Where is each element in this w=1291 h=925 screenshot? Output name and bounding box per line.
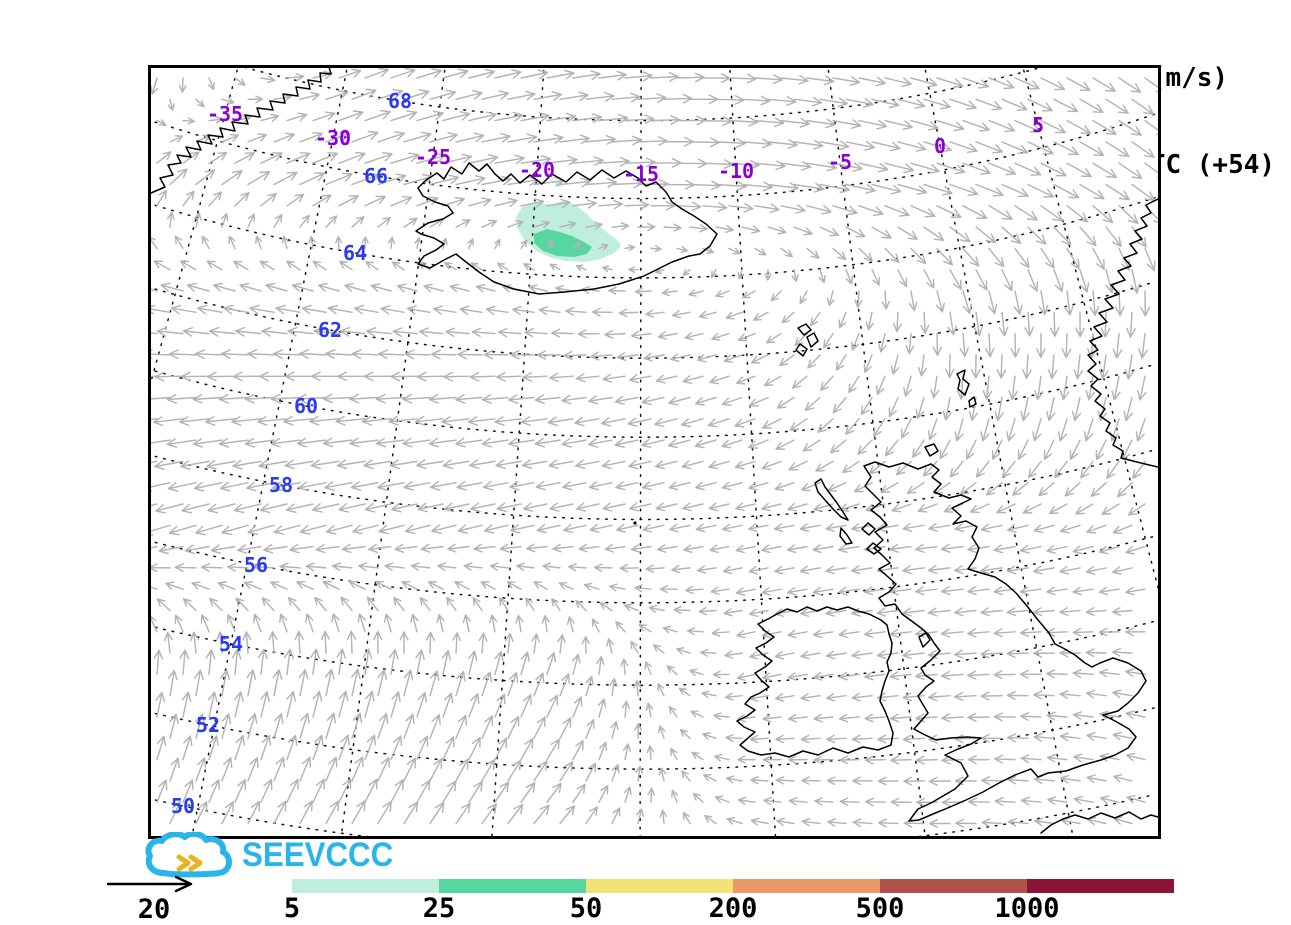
meridian-line xyxy=(1022,68,1158,591)
greenland-coast xyxy=(151,68,332,194)
wind-scale-value: 20 xyxy=(137,894,171,925)
latitude-label: 60 xyxy=(294,394,318,418)
latitude-label: 64 xyxy=(343,241,367,265)
colorbar-label: 1000 xyxy=(994,893,1060,924)
isle-of-man-coast xyxy=(918,632,931,648)
colorbar-segment xyxy=(880,879,1027,893)
rockall-islet xyxy=(633,521,637,525)
faroe-islands-coast xyxy=(797,323,812,336)
iceland-coast xyxy=(415,162,718,295)
forecast-map: 68 66 64 62 60 58 56 54 52 50 -35 -30 -25 -20 -15 -10 -5… xyxy=(148,65,1161,839)
meridian-line xyxy=(491,68,545,836)
latitude-label: 56 xyxy=(244,553,268,577)
parallel-line xyxy=(151,706,1156,770)
longitude-label: -5 xyxy=(828,150,852,174)
latitude-label: 54 xyxy=(219,632,243,656)
shetland-coast xyxy=(968,396,977,408)
longitude-label: -10 xyxy=(718,159,754,183)
parallel-line xyxy=(151,449,1156,521)
faroe-islands-coast xyxy=(795,343,808,357)
longitude-label: 5 xyxy=(1032,113,1044,137)
latitude-label: 58 xyxy=(269,473,293,497)
parallel-line xyxy=(244,68,1042,122)
parallel-line xyxy=(151,197,1156,279)
latitude-label: 66 xyxy=(364,164,388,188)
meridian-line xyxy=(340,68,446,836)
orkney-coast xyxy=(924,443,939,457)
parallel-line xyxy=(151,793,1156,836)
longitude-label: -35 xyxy=(207,102,243,126)
colorbar-segment xyxy=(439,879,586,893)
cloud-icon xyxy=(145,832,232,878)
shetland-coast xyxy=(956,369,970,396)
latitude-label: 68 xyxy=(388,89,412,113)
wind-arrow-field xyxy=(151,68,1158,829)
latitude-label: 62 xyxy=(318,318,342,342)
latitude-label: 52 xyxy=(196,713,220,737)
dust-patch-core xyxy=(534,229,592,257)
meridian-line xyxy=(924,68,1074,836)
longitude-label: -25 xyxy=(415,145,451,169)
skye-coast xyxy=(866,542,882,555)
meridian-line xyxy=(191,68,348,836)
meridian-line xyxy=(729,68,777,836)
colorbar-segment xyxy=(733,879,880,893)
great-britain-coast xyxy=(863,461,1147,822)
wind-scale-legend: 20 xyxy=(104,872,224,925)
ireland-coast xyxy=(736,606,894,758)
latitude-label: 50 xyxy=(171,794,195,818)
parallel-line xyxy=(151,281,1156,359)
meridian-line xyxy=(639,68,642,836)
hebrides-coast xyxy=(814,478,849,521)
logo-text: SEEVCCC xyxy=(242,835,394,874)
parallel-line xyxy=(151,363,1156,438)
colorbar-label: 200 xyxy=(708,893,758,924)
colorbar-segment xyxy=(1027,879,1174,893)
hebrides-coast xyxy=(839,527,853,545)
meridian-line xyxy=(827,68,926,836)
norway-coast xyxy=(1087,198,1158,468)
colorbar-segment xyxy=(586,879,733,893)
colorbar-segment xyxy=(292,879,439,893)
skye-coast xyxy=(861,522,876,536)
colorbar-label: 500 xyxy=(855,893,905,924)
france-coast xyxy=(1040,811,1158,834)
colorbar-label: 50 xyxy=(569,893,603,924)
colorbar-label: 5 xyxy=(283,893,301,924)
faroe-islands-coast xyxy=(806,332,819,348)
longitude-label: 0 xyxy=(934,134,946,158)
parallel-line xyxy=(151,535,1156,604)
longitude-label: -30 xyxy=(315,126,351,150)
colorbar-label: 25 xyxy=(422,893,456,924)
longitude-label: -15 xyxy=(623,162,659,186)
parallel-line xyxy=(151,113,1156,200)
wind-arrow-icon xyxy=(106,875,193,893)
seevccc-logo: SEEVCCC xyxy=(142,832,406,878)
longitude-label: -20 xyxy=(519,158,555,182)
